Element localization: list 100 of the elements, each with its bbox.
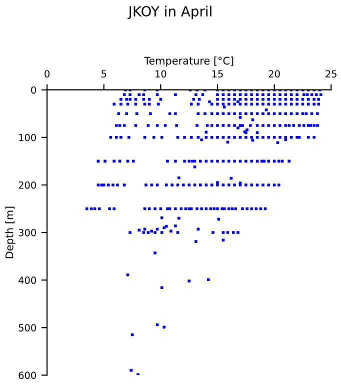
point — [168, 112, 172, 116]
point — [222, 124, 225, 127]
point — [227, 112, 230, 116]
point — [244, 102, 248, 106]
point — [150, 230, 153, 232]
x-tick-label: 10 — [156, 70, 166, 78]
point — [278, 93, 282, 96]
point — [230, 176, 233, 180]
point — [222, 98, 225, 101]
point — [312, 124, 316, 127]
x-tick-label: 20 — [268, 70, 280, 78]
point — [102, 184, 106, 186]
point — [296, 93, 298, 96]
point — [306, 102, 310, 106]
point — [148, 98, 151, 101]
point — [262, 136, 264, 139]
point — [180, 207, 183, 210]
point — [302, 124, 306, 127]
point — [120, 136, 122, 139]
point — [244, 160, 248, 163]
point — [226, 231, 230, 234]
point — [114, 124, 118, 127]
point — [296, 102, 298, 106]
point — [233, 136, 236, 139]
point — [183, 160, 186, 163]
point — [222, 184, 225, 186]
point — [292, 124, 296, 127]
point — [122, 93, 126, 96]
point — [256, 124, 259, 127]
point — [210, 112, 214, 116]
point — [164, 124, 167, 127]
point — [262, 112, 264, 116]
point — [256, 184, 259, 186]
point — [267, 160, 270, 163]
point — [256, 136, 259, 139]
point — [222, 102, 225, 106]
point — [118, 124, 122, 127]
point — [194, 93, 198, 96]
point — [249, 124, 252, 127]
point — [222, 136, 225, 139]
point — [222, 93, 225, 96]
point — [200, 207, 203, 210]
point — [227, 93, 230, 96]
point — [217, 218, 220, 221]
y-tick-label: 0 — [31, 86, 36, 94]
x-tick-label: 25 — [326, 70, 336, 78]
point — [238, 102, 242, 106]
point — [267, 124, 270, 127]
point — [222, 231, 225, 234]
point — [233, 102, 236, 106]
point — [316, 124, 319, 127]
point — [284, 112, 288, 116]
point — [256, 102, 259, 106]
point — [236, 100, 240, 104]
point — [278, 112, 282, 116]
point — [156, 124, 159, 127]
point — [301, 102, 304, 106]
point — [310, 93, 314, 96]
point — [156, 184, 159, 186]
point — [316, 112, 319, 116]
point — [204, 136, 208, 139]
point — [164, 184, 168, 186]
point — [317, 102, 320, 106]
point — [306, 136, 310, 139]
point — [104, 160, 106, 163]
point — [290, 98, 293, 101]
point — [310, 112, 314, 116]
point — [314, 93, 318, 96]
y-tick-label: 500 — [18, 324, 36, 332]
point — [128, 231, 132, 234]
point — [130, 369, 133, 372]
point — [306, 124, 310, 127]
point — [216, 184, 219, 186]
point — [272, 136, 276, 139]
point — [204, 130, 208, 134]
point — [296, 136, 298, 139]
point — [312, 136, 316, 139]
point — [236, 231, 240, 234]
point — [238, 112, 242, 116]
point — [216, 112, 219, 116]
point — [199, 184, 202, 186]
point — [267, 93, 270, 96]
point — [306, 98, 310, 101]
point — [312, 102, 316, 106]
point — [135, 112, 138, 116]
point — [272, 102, 276, 106]
point — [160, 231, 164, 234]
point — [122, 184, 126, 186]
point — [174, 93, 177, 96]
point — [216, 207, 219, 210]
point — [156, 93, 159, 96]
point — [233, 93, 236, 96]
point — [284, 102, 288, 106]
point — [134, 124, 138, 127]
point — [216, 124, 219, 127]
point — [254, 207, 258, 210]
point — [262, 102, 264, 106]
point — [210, 184, 214, 186]
point — [143, 102, 146, 106]
point — [152, 136, 156, 139]
